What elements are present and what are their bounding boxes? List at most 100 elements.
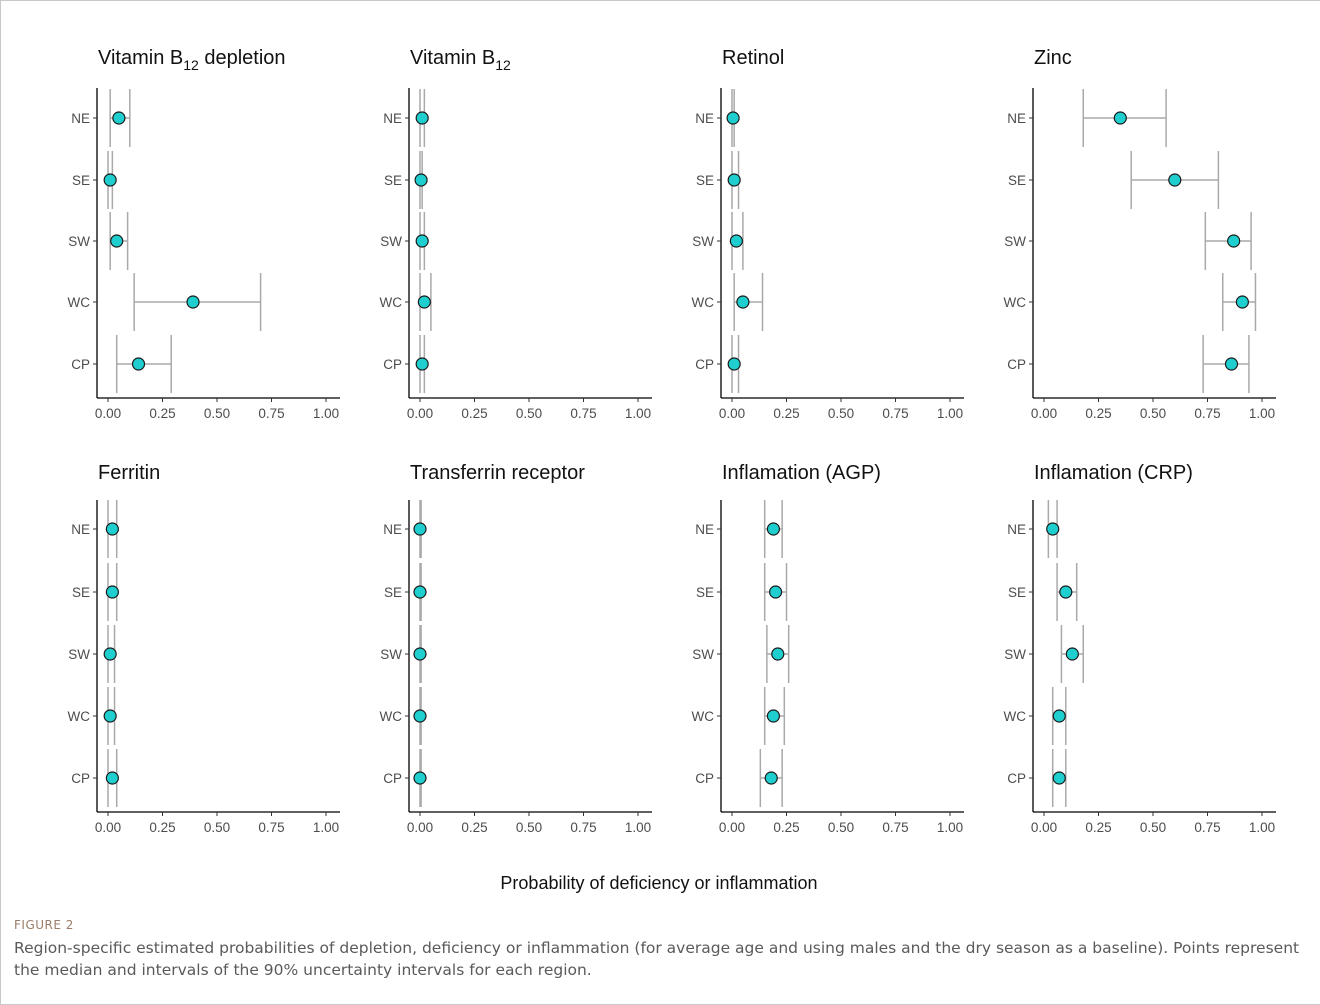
x-tick-label: 0.75: [258, 406, 284, 421]
panel-5: Ferritin 0.00 0.25 0.50 0.75 1.00 NE SE SW WC CP: [68, 462, 340, 835]
median-point: [727, 173, 741, 187]
x-tick-label: 0.25: [149, 406, 175, 421]
x-tick-label: 1.00: [313, 406, 339, 421]
y-tick-label: SW: [1004, 234, 1026, 249]
figure-label: FIGURE 2: [14, 918, 74, 932]
median-point: [415, 234, 429, 248]
x-tick-label: 0.25: [1085, 820, 1111, 835]
y-tick-label: NE: [71, 522, 90, 537]
x-tick-label: 0.00: [407, 820, 433, 835]
median-point: [1227, 234, 1241, 248]
x-tick-label: 1.00: [937, 406, 963, 421]
median-point: [131, 357, 146, 371]
x-tick-label: 1.00: [1249, 406, 1275, 421]
panel-title: Retinol: [722, 47, 784, 69]
median-point: [736, 295, 750, 309]
median-point: [417, 295, 431, 309]
panel-4: Zinc 0.00 0.25 0.50 0.75 1.00 NE SE SW WC CP: [1004, 47, 1276, 421]
panel-3: Retinol 0.00 0.25 0.50 0.75 1.00 NE SE SW WC CP: [692, 47, 964, 421]
y-tick-label: CP: [383, 357, 402, 372]
median-point: [413, 647, 427, 661]
y-tick-label: SW: [1004, 647, 1026, 662]
panel-title: Vitamin B12: [410, 47, 511, 73]
y-tick-label: NE: [695, 522, 714, 537]
y-tick-label: SE: [72, 585, 90, 600]
y-tick-label: CP: [71, 771, 90, 786]
median-point: [105, 522, 119, 536]
x-tick-label: 0.00: [95, 820, 121, 835]
x-tick-label: 0.50: [204, 406, 230, 421]
median-point: [415, 357, 429, 371]
x-tick-label: 0.25: [149, 820, 175, 835]
y-tick-label: CP: [695, 771, 714, 786]
panel-8: Inflamation (CRP) 0.00 0.25 0.50 0.75 1.00 NE S…: [1004, 462, 1276, 835]
forest-plot-figure: Vitamin B12 depletion 0.00 0.25 0.50 0.75 1.0…: [68, 47, 1276, 893]
median-point: [766, 709, 781, 723]
panel-title: Ferritin: [98, 462, 160, 484]
y-tick-label: WC: [68, 295, 91, 310]
x-tick-label: 0.75: [570, 820, 596, 835]
y-tick-label: SW: [380, 647, 402, 662]
y-tick-label: SW: [692, 234, 714, 249]
median-point: [729, 234, 743, 248]
y-tick-label: SE: [696, 585, 714, 600]
y-tick-label: WC: [1004, 295, 1027, 310]
x-tick-label: 0.00: [95, 406, 121, 421]
median-point: [105, 585, 119, 599]
x-tick-label: 0.75: [882, 406, 908, 421]
y-tick-label: WC: [380, 709, 403, 724]
panel-2: Vitamin B12 0.00 0.25 0.50 0.75 1.00 NE SE SW WC C…: [380, 47, 652, 421]
figure-caption-text: Region-specific estimated probabilities …: [14, 939, 1300, 979]
x-tick-label: 0.25: [461, 820, 487, 835]
x-tick-label: 1.00: [625, 820, 651, 835]
y-tick-label: WC: [692, 709, 715, 724]
median-point: [110, 234, 124, 248]
panel-title: Zinc: [1034, 47, 1072, 69]
median-point: [768, 585, 783, 599]
median-point: [413, 585, 427, 599]
median-point: [103, 647, 117, 661]
x-tick-label: 0.25: [773, 406, 799, 421]
y-tick-label: WC: [692, 295, 715, 310]
median-point: [103, 709, 117, 723]
x-tick-label: 0.00: [719, 406, 745, 421]
median-point: [1059, 585, 1073, 599]
y-tick-label: NE: [695, 111, 714, 126]
median-point: [726, 111, 740, 125]
y-tick-label: SE: [696, 173, 714, 188]
x-tick-label: 0.50: [204, 820, 230, 835]
y-tick-label: WC: [68, 709, 91, 724]
x-tick-label: 0.50: [1140, 820, 1166, 835]
median-point: [1235, 295, 1249, 309]
x-tick-label: 0.00: [1031, 820, 1057, 835]
panel-7: Inflamation (AGP) 0.00 0.25 0.50 0.75 1.00 NE S…: [692, 462, 964, 835]
x-tick-label: 0.75: [570, 406, 596, 421]
y-tick-label: NE: [71, 111, 90, 126]
x-tick-label: 1.00: [937, 820, 963, 835]
panel-1: Vitamin B12 depletion 0.00 0.25 0.50 0.75 1.0…: [68, 47, 340, 421]
panel-title: Transferrin receptor: [410, 462, 585, 484]
x-tick-label: 0.25: [773, 820, 799, 835]
median-point: [413, 522, 427, 536]
x-tick-label: 0.00: [407, 406, 433, 421]
median-point: [764, 771, 778, 785]
y-tick-label: NE: [383, 522, 402, 537]
x-tick-label: 0.75: [1194, 406, 1220, 421]
y-tick-label: NE: [1007, 111, 1026, 126]
median-point: [105, 771, 119, 785]
x-tick-label: 0.50: [516, 406, 542, 421]
y-tick-label: WC: [380, 295, 403, 310]
x-tick-label: 0.25: [461, 406, 487, 421]
y-tick-label: SW: [68, 234, 90, 249]
y-tick-label: SE: [72, 173, 90, 188]
x-tick-label: 0.75: [882, 820, 908, 835]
y-tick-label: NE: [1007, 522, 1026, 537]
y-tick-label: CP: [383, 771, 402, 786]
median-point: [103, 173, 117, 187]
y-tick-label: SE: [384, 173, 402, 188]
median-point: [1113, 111, 1127, 125]
panel-6: Transferrin receptor 0.00 0.25 0.50 0.75 1.00…: [380, 462, 652, 835]
y-tick-label: SE: [384, 585, 402, 600]
y-tick-label: WC: [1004, 709, 1027, 724]
x-axis-title: Probability of deficiency or inflammatio…: [500, 873, 817, 893]
